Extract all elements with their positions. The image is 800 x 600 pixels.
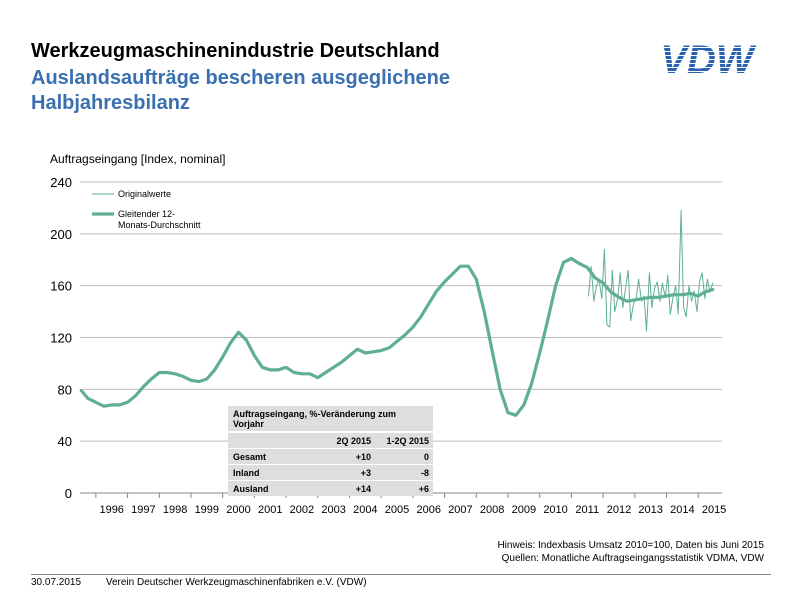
- x-tick-label: 2004: [353, 504, 377, 516]
- table-cell: +10: [355, 451, 371, 462]
- x-tick-label: 2014: [670, 504, 694, 516]
- footer-divider: [31, 574, 771, 575]
- table-cell: Ausland: [233, 483, 269, 494]
- x-tick-label: 1998: [163, 504, 187, 516]
- y-tick-label: 160: [50, 279, 72, 294]
- y-tick-label: 120: [50, 331, 72, 346]
- table-header-cell: 1-2Q 2015: [386, 435, 429, 446]
- x-tick-label: 2015: [702, 504, 726, 516]
- order-intake-chart: 0 40 80 120 160 200 240 1996 1997 1998 1999 2000 200…: [50, 175, 726, 516]
- y-tick-label: 240: [50, 175, 72, 190]
- x-tick-label: 1996: [99, 504, 123, 516]
- note-index-basis: Hinweis: Indexbasis Umsatz 2010=100, Dat…: [497, 540, 764, 551]
- x-tick-label: 2007: [448, 504, 472, 516]
- vdw-logo: VDW: [660, 40, 757, 76]
- legend-label-moving-average: Gleitender 12-Monats-Durchschnitt: [118, 209, 201, 230]
- table-cell: +6: [418, 483, 429, 494]
- table-row: Ausland +14 +6: [228, 480, 433, 496]
- table-cell: Inland: [233, 467, 260, 478]
- page-subtitle: Auslandsaufträge bescheren ausgeglichene…: [31, 67, 451, 114]
- y-tick-label: 80: [58, 382, 72, 397]
- table-header-cell: 2Q 2015: [336, 435, 371, 446]
- page-title: Werkzeugmaschinenindustrie Deutschland: [31, 40, 440, 62]
- chart-notes: Hinweis: Indexbasis Umsatz 2010=100, Dat…: [497, 539, 764, 565]
- table-cell: 0: [423, 451, 429, 462]
- legend-label-original: Originalwerte: [118, 189, 171, 199]
- x-tick-label: 2000: [226, 504, 250, 516]
- table-cell: Gesamt: [233, 451, 267, 462]
- change-table: Auftragseingang, %-Veränderung zum Vorja…: [228, 406, 433, 496]
- svg-text:VDW: VDW: [660, 40, 757, 76]
- footer: 30.07.2015 Verein Deutscher Werkzeugmasc…: [31, 577, 389, 588]
- x-tick-label: 1999: [195, 504, 219, 516]
- table-title: Auftragseingang, %-Veränderung zum Vorja…: [228, 406, 433, 432]
- footer-date: 30.07.2015: [31, 577, 82, 588]
- y-axis-label: Auftragseingang [Index, nominal]: [50, 152, 226, 166]
- table-cell: +14: [355, 483, 371, 494]
- x-tick-label: 2011: [575, 504, 599, 516]
- x-tick-label: 2001: [258, 504, 282, 516]
- x-tick-label: 2002: [290, 504, 314, 516]
- y-tick-label: 200: [50, 227, 72, 242]
- table-row: Gesamt +10 0: [228, 448, 433, 464]
- x-tick-label: 1997: [131, 504, 155, 516]
- x-tick-label: 2008: [480, 504, 504, 516]
- x-tick-label: 2006: [416, 504, 440, 516]
- footer-organization: Verein Deutscher Werkzeugmaschinenfabrik…: [105, 577, 367, 588]
- series-line-original: [588, 210, 714, 332]
- note-sources: Quellen: Monatliche Auftragseingangsstat…: [501, 553, 764, 564]
- x-tick-label: 2005: [385, 504, 409, 516]
- x-tick-label: 2003: [321, 504, 345, 516]
- x-tick-label: 2013: [638, 504, 662, 516]
- x-tick-label: 2010: [543, 504, 567, 516]
- y-tick-label: 40: [58, 434, 72, 449]
- table-row: Inland +3 -8: [228, 464, 433, 480]
- table-cell: -8: [420, 467, 429, 478]
- x-tick-label: 2012: [607, 504, 631, 516]
- table-cell: +3: [360, 467, 371, 478]
- series-line-moving-average: [79, 256, 715, 417]
- x-tick-label: 2009: [512, 504, 536, 516]
- y-tick-label: 0: [65, 486, 72, 501]
- table-header-row: 2Q 2015 1-2Q 2015: [228, 432, 433, 448]
